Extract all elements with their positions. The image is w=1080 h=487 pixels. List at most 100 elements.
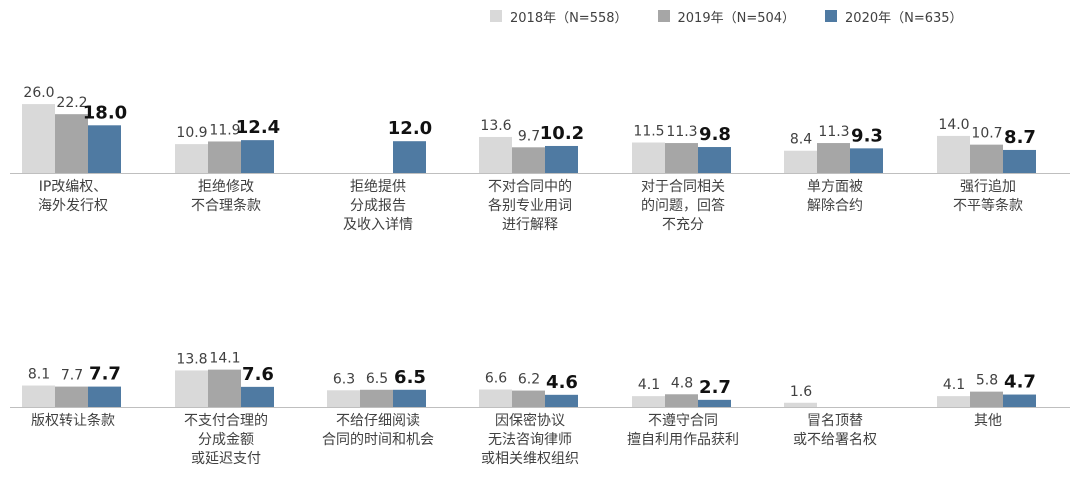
data-label: 6.5 (394, 367, 426, 388)
category-label: 不支付合理的 (184, 413, 268, 429)
bar-2018 (632, 142, 665, 173)
category-label: 及收入详情 (343, 217, 413, 233)
chart-legend: 2018年（N=558） 2019年（N=504） 2020年（N=635） (490, 6, 963, 26)
category-label: 版权转让条款 (31, 412, 115, 429)
bar-2019 (208, 369, 241, 407)
legend-label-2019: 2019年（N=504） (677, 10, 796, 26)
category-label: 或相关维权组织 (481, 451, 579, 467)
bar-2020 (88, 125, 121, 173)
data-label: 4.7 (1004, 372, 1036, 393)
bar-2018 (937, 135, 970, 173)
bar-2018 (175, 144, 208, 173)
data-label: 4.1 (943, 377, 965, 393)
data-label: 11.5 (633, 124, 664, 140)
bar-2018 (479, 136, 512, 173)
bar-2019 (55, 386, 88, 407)
category-label: 对于合同相关 (641, 179, 725, 195)
bar-2020 (393, 141, 426, 173)
bar-2020 (241, 140, 274, 173)
category-label: 或不给署名权 (793, 432, 877, 448)
bar-2019 (970, 391, 1003, 407)
bar-2020 (241, 386, 274, 407)
data-label: 2.7 (699, 377, 731, 398)
data-label: 4.8 (671, 375, 693, 391)
category-label: 不对合同中的 (488, 179, 572, 195)
bar-2018 (327, 390, 360, 407)
bar-2018 (22, 104, 55, 173)
bar-2020 (545, 145, 578, 173)
legend-swatch-2019 (657, 10, 670, 22)
data-label: 1.6 (790, 384, 812, 400)
bar-2019 (665, 143, 698, 173)
data-label: 13.8 (176, 351, 207, 367)
category-label: 分成金额 (198, 432, 254, 448)
legend-label-2020: 2020年（N=635） (845, 10, 963, 26)
data-label: 14.0 (938, 117, 969, 133)
bar-2020 (698, 399, 731, 407)
bar-2019 (55, 114, 88, 173)
bar-2018 (784, 150, 817, 173)
data-label: 8.1 (28, 367, 50, 383)
bar-2020 (850, 148, 883, 173)
category-label: 或延迟支付 (191, 451, 261, 467)
category-label: 不遵守合同 (648, 412, 718, 429)
data-label: 10.7 (971, 126, 1002, 142)
data-label: 7.6 (242, 364, 274, 385)
bar-2019 (512, 390, 545, 407)
bar-2020 (1003, 394, 1036, 407)
bar-2019 (208, 141, 241, 173)
category-label: 进行解释 (502, 217, 558, 233)
bar-2019 (360, 389, 393, 407)
data-label: 12.4 (236, 117, 280, 138)
category-label: 不平等条款 (953, 197, 1023, 214)
category-label: 各别专业用词 (488, 198, 572, 214)
bar-2018 (632, 396, 665, 407)
data-label: 11.3 (818, 124, 849, 140)
data-label: 6.2 (518, 372, 540, 388)
data-label: 6.6 (485, 371, 507, 387)
data-label: 7.7 (61, 368, 83, 384)
data-label: 9.3 (851, 125, 883, 146)
bar-2019 (512, 147, 545, 173)
data-label: 10.9 (176, 125, 207, 141)
legend-item-2018: 2018年（N=558） (490, 7, 628, 26)
data-label: 6.5 (366, 371, 388, 387)
data-label: 4.6 (546, 372, 578, 393)
legend-label-2018: 2018年（N=558） (510, 10, 628, 26)
data-label: 7.7 (89, 364, 121, 385)
data-label: 11.9 (209, 122, 240, 138)
bar-2019 (817, 143, 850, 173)
data-label: 5.8 (976, 373, 998, 389)
data-label: 11.3 (666, 124, 697, 140)
bar-2019 (665, 394, 698, 407)
bar-2020 (545, 394, 578, 407)
data-label: 18.0 (83, 102, 127, 123)
legend-swatch-2020 (825, 10, 838, 22)
category-label: 擅自利用作品获利 (627, 431, 739, 448)
data-label: 10.2 (540, 123, 584, 144)
category-label: 合同的时间和机会 (322, 432, 434, 448)
data-label: 22.2 (56, 95, 87, 111)
category-label: 海外发行权 (38, 198, 108, 214)
bar-2020 (88, 386, 121, 407)
legend-swatch-2018 (490, 10, 502, 22)
category-label: 单方面被 (807, 179, 863, 195)
category-label: 分成报告 (350, 198, 406, 214)
bar-2019 (970, 144, 1003, 173)
data-label: 14.1 (209, 351, 240, 367)
data-label: 8.7 (1004, 127, 1036, 148)
category-label: IP改编权、 (39, 179, 108, 195)
category-label: 无法咨询律师 (488, 432, 572, 448)
category-label: 不充分 (662, 217, 704, 233)
bar-2020 (1003, 149, 1036, 173)
bar-2020 (393, 389, 426, 407)
category-label: 冒名顶替 (807, 413, 863, 429)
category-label: 的问题，回答 (641, 197, 725, 214)
data-label: 9.8 (699, 124, 731, 145)
data-label: 26.0 (23, 85, 54, 101)
bar-2018 (22, 385, 55, 407)
data-label: 8.4 (790, 132, 812, 148)
category-label: 拒绝修改 (198, 179, 254, 195)
data-label: 6.3 (333, 371, 355, 387)
